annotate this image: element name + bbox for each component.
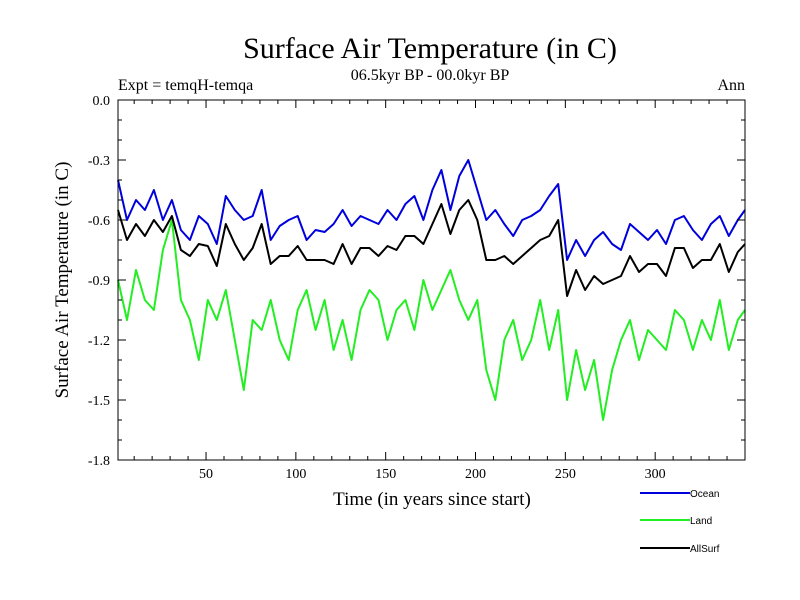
- legend-label-land: Land: [690, 516, 712, 527]
- series-line-ocean: [117, 159, 746, 261]
- legend-label-ocean: Ocean: [690, 489, 719, 500]
- plot-frame: [117, 99, 746, 461]
- tick-layer: 50 100 150 200 250 300 0.0 -0.3 -0.6 -0.9 -1.2 -1.5…: [88, 94, 745, 482]
- legend-label-allsurf: AllSurf: [690, 544, 720, 555]
- x-tick-label: 150: [375, 467, 396, 482]
- series-layer: [117, 159, 746, 421]
- y-tick-label: -1.2: [88, 334, 110, 349]
- x-tick-label: 100: [285, 467, 306, 482]
- x-tick-label: 250: [555, 467, 576, 482]
- y-tick-label: -0.3: [88, 154, 110, 169]
- chart-title: Surface Air Temperature (in C): [243, 32, 617, 65]
- season-label: Ann: [717, 77, 745, 94]
- experiment-label: Expt = temqH-temqa: [118, 77, 253, 94]
- series-line-land: [117, 219, 746, 421]
- chart-subtitle: 06.5kyr BP - 00.0kyr BP: [351, 67, 510, 84]
- legend: Ocean Land AllSurf: [640, 489, 720, 555]
- y-tick-label: -1.5: [88, 394, 110, 409]
- y-tick-label: -1.8: [88, 454, 110, 469]
- y-tick-label: -0.6: [88, 214, 110, 229]
- y-axis-label: Surface Air Temperature (in C): [52, 162, 73, 399]
- y-tick-label: 0.0: [93, 94, 111, 109]
- series-line-allsurf: [117, 199, 746, 297]
- x-tick-label: 200: [465, 467, 486, 482]
- y-tick-label: -0.9: [88, 274, 110, 289]
- x-tick-label: 300: [645, 467, 666, 482]
- x-axis-label: Time (in years since start): [333, 489, 531, 510]
- x-tick-label: 50: [199, 467, 213, 482]
